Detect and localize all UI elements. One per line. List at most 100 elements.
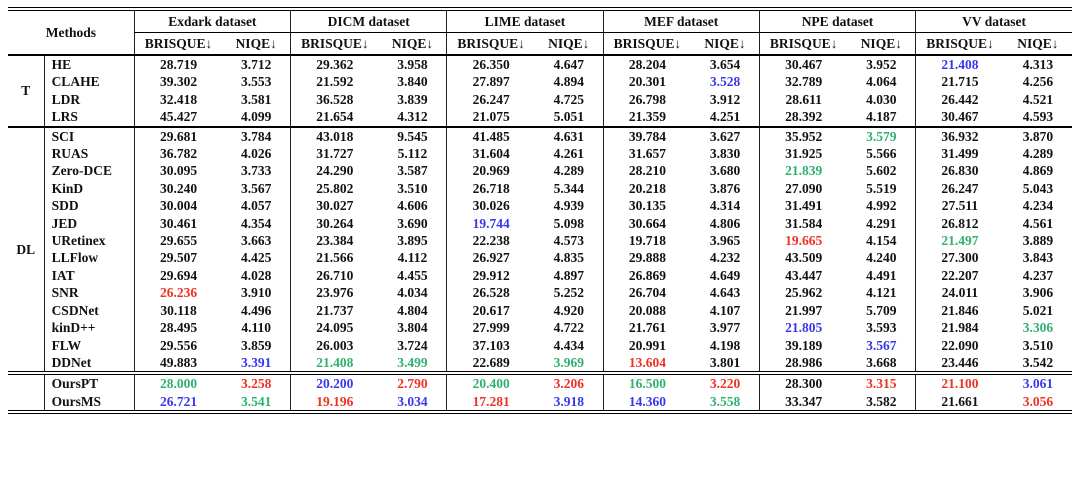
metric-value: 3.553: [241, 74, 272, 90]
metric-value: 22.207: [915, 266, 1004, 285]
metric-value: 5.344: [553, 180, 584, 196]
metric-value: 3.581: [241, 91, 272, 107]
group-label: [8, 373, 45, 413]
metric-value: 26.704: [602, 284, 692, 302]
metric-value: 26.003: [290, 336, 379, 354]
metric-value: 4.455: [397, 267, 428, 283]
metric-value: 43.018: [290, 126, 379, 146]
metric-value: 5.098: [553, 215, 584, 231]
table-row: LLFlow 29.507 4.425 21.566 4.112 26.927 4.835 2…: [8, 249, 1072, 267]
metric-value: 43.447: [758, 266, 848, 285]
method-name: JED: [44, 214, 135, 233]
metric-value: 20.969: [446, 162, 535, 180]
metric-value: 28.210: [602, 162, 692, 180]
metric-value: 14.360: [602, 392, 692, 413]
metric-value: 4.573: [553, 233, 584, 249]
metric-value: 5.112: [397, 146, 428, 162]
dataset-header: VV dataset: [915, 9, 1072, 33]
metric-value: 3.784: [241, 128, 272, 144]
metric-value: 28.000: [133, 373, 223, 393]
method-name: FLW: [44, 336, 135, 354]
metric-value: 3.541: [241, 393, 272, 409]
table-row: URetinex 29.655 3.663 23.384 3.895 22.238 4.57…: [8, 232, 1072, 250]
metric-value: 3.918: [553, 393, 584, 409]
metric-value: 20.991: [602, 336, 692, 354]
metric-value: 31.657: [602, 145, 692, 163]
table-row: LRS 45.427 4.099 21.654 4.312 21.075 5.051 21.3…: [8, 108, 1072, 127]
metric-value: 37.103: [446, 336, 535, 354]
metric-value: 21.566: [290, 249, 379, 267]
table-row: LDR 32.418 3.581 36.528 3.839 26.247 4.725 26.7…: [8, 90, 1072, 109]
metric-value: 3.977: [709, 320, 741, 336]
metric-value: 30.118: [133, 301, 223, 320]
method-name: SCI: [44, 126, 135, 146]
table-header: Methods Exdark dataset DICM dataset LIME da…: [8, 9, 1072, 55]
metric-value: 3.034: [397, 393, 428, 409]
metric-value: 31.499: [915, 145, 1004, 163]
metric-value: 3.391: [241, 354, 272, 370]
metric-value: 4.107: [709, 302, 741, 318]
metric-value: 27.999: [446, 319, 535, 337]
metric-value: 3.876: [709, 180, 741, 196]
metric-value: 4.920: [553, 302, 584, 318]
method-name: CLAHE: [44, 73, 135, 91]
metric-value: 4.593: [1022, 109, 1054, 125]
metric-value: 4.289: [1022, 146, 1054, 162]
dataset-header: DICM dataset: [290, 9, 447, 33]
metric-value: 3.627: [709, 128, 741, 144]
metric-value: 3.906: [1022, 285, 1054, 301]
metric-value: 33.347: [758, 392, 848, 413]
metric-value: 3.969: [553, 354, 584, 370]
metric-value: 3.528: [709, 74, 741, 90]
metric-value: 4.647: [553, 57, 584, 72]
metric-value: 3.801: [709, 354, 741, 370]
metric-value: 26.442: [915, 90, 1004, 109]
metric-value: 23.384: [290, 232, 379, 250]
metric-value: 30.461: [133, 214, 223, 233]
metric-value: 20.200: [290, 373, 379, 393]
metric-header: BRISQUE↓: [915, 32, 1004, 55]
metric-value: 4.561: [1022, 215, 1054, 231]
method-name: SDD: [44, 197, 135, 215]
metric-value: 4.030: [866, 91, 897, 107]
metric-value: 21.839: [758, 162, 848, 180]
metric-header: BRISQUE↓: [133, 32, 223, 55]
metric-value: 31.584: [758, 214, 848, 233]
metric-value: 3.558: [709, 393, 741, 409]
metric-value: 4.026: [241, 146, 272, 162]
metric-value: 3.582: [866, 393, 897, 409]
table-row: DDNet 49.883 3.391 21.408 3.499 22.689 3.969 13…: [8, 353, 1072, 374]
metric-value: 4.034: [397, 285, 428, 301]
metric-value: 13.604: [602, 353, 692, 374]
metric-value: 21.805: [758, 319, 848, 337]
metric-value: 30.135: [602, 197, 692, 215]
method-name: OursPT: [44, 373, 135, 393]
metric-value: 21.408: [915, 55, 1004, 74]
metric-value: 24.290: [290, 162, 379, 180]
metric-value: 3.690: [397, 215, 428, 231]
method-name: IAT: [44, 266, 135, 285]
metric-value: 28.495: [133, 319, 223, 337]
methods-header: Methods: [45, 24, 96, 40]
metric-value: 3.499: [397, 354, 428, 370]
table-row: JED 30.461 4.354 30.264 3.690 19.744 5.098 30.6…: [8, 214, 1072, 233]
metric-value: 4.187: [866, 109, 897, 125]
metric-value: 30.467: [758, 55, 848, 74]
metric-value: 41.485: [446, 126, 535, 146]
metric-value: 3.567: [241, 180, 272, 196]
metric-value: 4.154: [866, 233, 897, 249]
metric-value: 4.251: [709, 109, 741, 125]
metric-value: 5.519: [866, 180, 897, 196]
metric-value: 21.359: [602, 108, 692, 127]
metric-value: 3.654: [709, 57, 741, 72]
metric-value: 30.264: [290, 214, 379, 233]
metric-value: 4.234: [1022, 198, 1054, 214]
table-row: KinD 30.240 3.567 25.802 3.510 26.718 5.344 20.…: [8, 179, 1072, 198]
metric-value: 4.725: [553, 91, 584, 107]
metric-value: 4.314: [709, 198, 741, 214]
metric-value: 26.798: [602, 90, 692, 109]
metric-value: 27.511: [915, 197, 1004, 215]
metric-value: 20.218: [602, 179, 692, 198]
metric-value: 5.566: [866, 146, 897, 162]
metric-value: 27.300: [915, 249, 1004, 267]
